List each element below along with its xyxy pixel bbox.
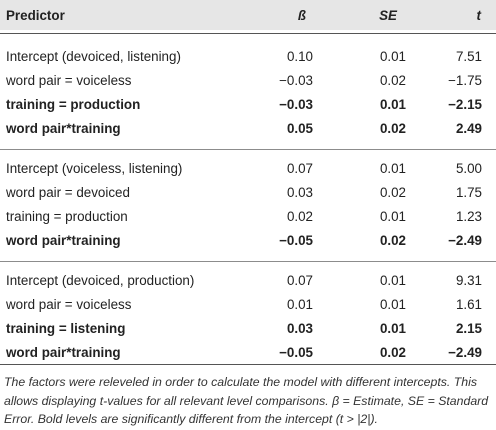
cell-se: 0.01 xyxy=(379,273,406,288)
cell-se: 0.01 xyxy=(379,49,406,64)
cell-se: 0.01 xyxy=(379,161,406,176)
table-row: word pair = devoiced 0.03 0.02 1.75 xyxy=(0,181,496,205)
header-se: SE xyxy=(379,8,397,23)
cell-t: 5.00 xyxy=(455,161,482,176)
table-row: training = production 0.02 0.01 1.23 xyxy=(0,205,496,229)
table-rule xyxy=(0,33,496,34)
cell-predictor: word pair*training xyxy=(6,121,121,136)
cell-se: 0.01 xyxy=(379,321,406,336)
cell-t: −2.15 xyxy=(448,97,482,112)
cell-predictor: training = production xyxy=(6,97,141,112)
cell-t: −2.49 xyxy=(448,345,482,360)
table-row: Intercept (devoiced, production) 0.07 0.01… xyxy=(0,269,496,293)
cell-beta: 0.07 xyxy=(286,161,313,176)
cell-beta: −0.03 xyxy=(279,73,313,88)
table-rule xyxy=(0,364,496,365)
table-row: Intercept (devoiced, listening) 0.10 0.01 7… xyxy=(0,45,496,69)
cell-t: 1.23 xyxy=(455,209,482,224)
cell-se: 0.02 xyxy=(379,233,406,248)
cell-se: 0.02 xyxy=(379,345,406,360)
table-row: word pair*training 0.05 0.02 2.49 xyxy=(0,117,496,141)
header-predictor: Predictor xyxy=(6,8,65,23)
cell-t: 1.61 xyxy=(455,297,482,312)
cell-predictor: word pair*training xyxy=(6,345,121,360)
table-header: Predictor ß SE t xyxy=(0,0,496,30)
cell-t: 2.15 xyxy=(455,321,482,336)
cell-beta: 0.03 xyxy=(286,321,313,336)
table-rule xyxy=(0,261,496,262)
cell-se: 0.01 xyxy=(379,209,406,224)
cell-predictor: word pair = devoiced xyxy=(6,185,130,200)
cell-se: 0.02 xyxy=(379,73,406,88)
cell-predictor: word pair*training xyxy=(6,233,121,248)
table-row: training = listening 0.03 0.01 2.15 xyxy=(0,317,496,341)
table-row: word pair = voiceless −0.03 0.02 −1.75 xyxy=(0,69,496,93)
cell-t: −2.49 xyxy=(448,233,482,248)
cell-predictor: word pair = voiceless xyxy=(6,297,132,312)
cell-beta: 0.02 xyxy=(286,209,313,224)
table-rule xyxy=(0,149,496,150)
cell-t: 1.75 xyxy=(455,185,482,200)
cell-predictor: Intercept (devoiced, listening) xyxy=(6,49,181,64)
cell-t: 7.51 xyxy=(455,49,482,64)
cell-beta: 0.03 xyxy=(286,185,313,200)
cell-predictor: Intercept (voiceless, listening) xyxy=(6,161,183,176)
cell-beta: −0.05 xyxy=(279,233,313,248)
cell-predictor: Intercept (devoiced, production) xyxy=(6,273,195,288)
cell-t: 2.49 xyxy=(455,121,482,136)
header-t: t xyxy=(476,8,481,23)
cell-predictor: word pair = voiceless xyxy=(6,73,132,88)
cell-se: 0.02 xyxy=(379,185,406,200)
cell-se: 0.02 xyxy=(379,121,406,136)
table-row: training = production −0.03 0.01 −2.15 xyxy=(0,93,496,117)
cell-se: 0.01 xyxy=(379,297,406,312)
cell-beta: −0.03 xyxy=(279,97,313,112)
header-beta: ß xyxy=(297,8,306,23)
cell-t: 9.31 xyxy=(455,273,482,288)
cell-predictor: training = production xyxy=(6,209,128,224)
cell-beta: 0.01 xyxy=(286,297,313,312)
cell-beta: 0.07 xyxy=(286,273,313,288)
table-footnote: The factors were releveled in order to c… xyxy=(4,375,489,426)
table-row: word pair*training −0.05 0.02 −2.49 xyxy=(0,229,496,253)
table-row: word pair*training −0.05 0.02 −2.49 xyxy=(0,341,496,365)
cell-beta: 0.10 xyxy=(286,49,313,64)
cell-beta: 0.05 xyxy=(286,121,313,136)
cell-t: −1.75 xyxy=(448,73,482,88)
table-row: word pair = voiceless 0.01 0.01 1.61 xyxy=(0,293,496,317)
table-row: Intercept (voiceless, listening) 0.07 0.01… xyxy=(0,157,496,181)
cell-beta: −0.05 xyxy=(279,345,313,360)
cell-predictor: training = listening xyxy=(6,321,126,336)
cell-se: 0.01 xyxy=(379,97,406,112)
